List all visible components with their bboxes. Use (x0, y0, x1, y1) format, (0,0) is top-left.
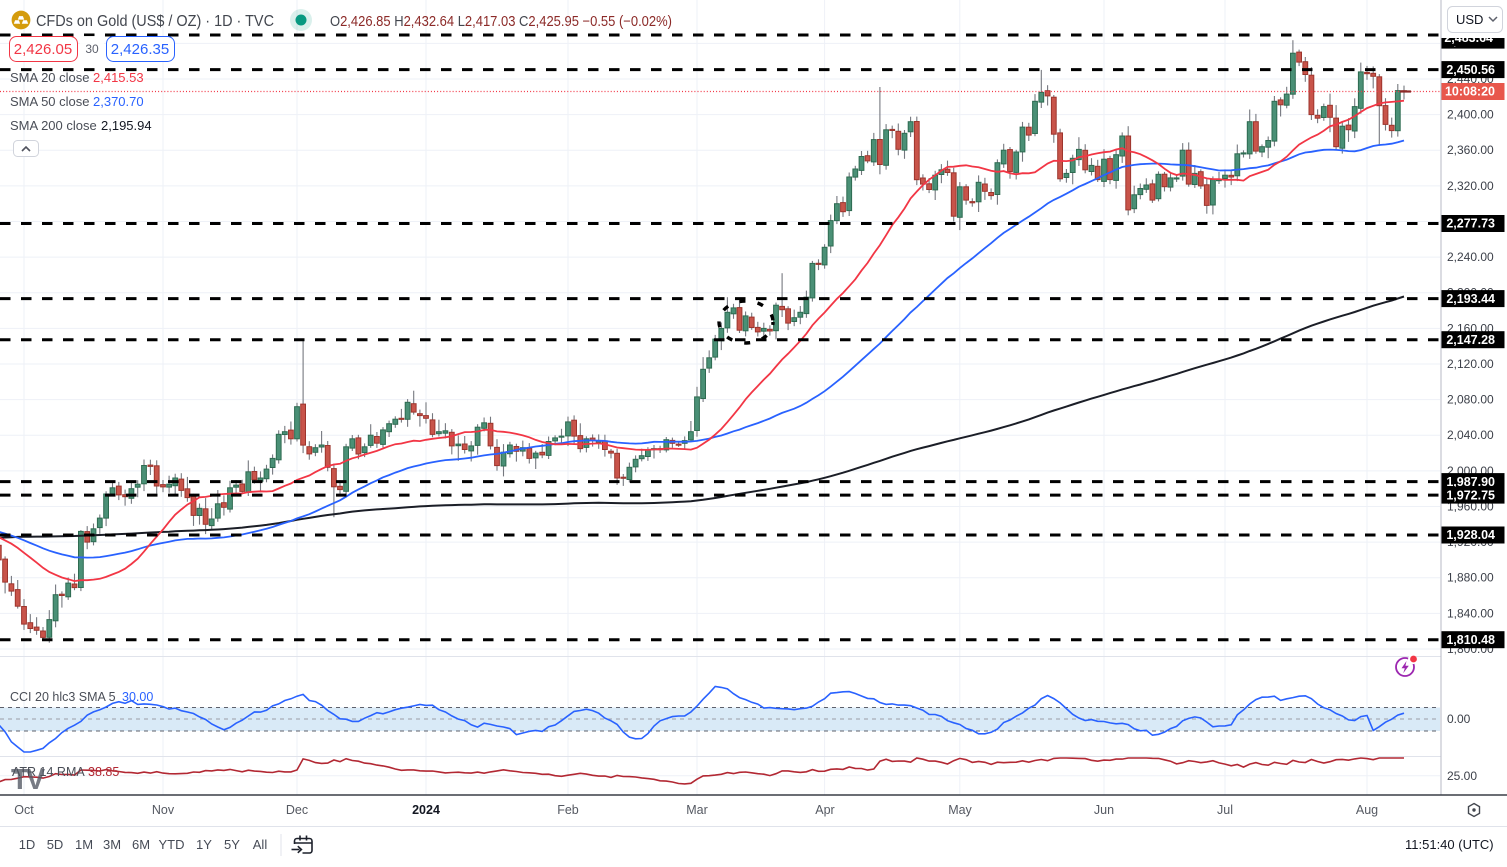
svg-text:2,120.00: 2,120.00 (1447, 357, 1494, 371)
svg-text:2,320.00: 2,320.00 (1447, 179, 1494, 193)
svg-text:30: 30 (85, 42, 99, 56)
svg-text:Aug: Aug (1356, 803, 1378, 817)
svg-text:2,240.00: 2,240.00 (1447, 250, 1494, 264)
svg-text:Apr: Apr (815, 803, 834, 817)
svg-text:2,400.00: 2,400.00 (1447, 108, 1494, 122)
svg-text:Feb: Feb (557, 803, 579, 817)
svg-text:2024: 2024 (412, 803, 440, 817)
svg-text:Oct: Oct (14, 803, 34, 817)
svg-text:O2,426.85 H2,432.64 L2,417.03: O2,426.85 H2,432.64 L2,417.03 C2,425.95 … (330, 14, 672, 30)
svg-text:38.85: 38.85 (88, 765, 119, 779)
svg-text:2,426.05: 2,426.05 (14, 41, 72, 58)
svg-text:2,360.00: 2,360.00 (1447, 143, 1494, 157)
svg-text:30.00: 30.00 (122, 690, 153, 704)
svg-text:1,928.04: 1,928.04 (1446, 528, 1495, 542)
svg-text:2,370.70: 2,370.70 (93, 94, 144, 109)
svg-text:0.00: 0.00 (1447, 712, 1471, 726)
svg-text:2,147.28: 2,147.28 (1446, 333, 1495, 347)
svg-text:25.00: 25.00 (1447, 769, 1477, 783)
svg-text:2,040.00: 2,040.00 (1447, 428, 1494, 442)
svg-text:May: May (948, 803, 972, 817)
svg-text:Nov: Nov (152, 803, 175, 817)
svg-text:2,195.94: 2,195.94 (101, 118, 152, 133)
svg-text:3M: 3M (103, 837, 121, 852)
svg-text:1M: 1M (75, 837, 93, 852)
svg-text:CCI 20 hlc3 SMA 5: CCI 20 hlc3 SMA 5 (10, 690, 116, 704)
svg-text:SMA 200 close: SMA 200 close (10, 118, 97, 133)
svg-text:SMA 20 close: SMA 20 close (10, 70, 90, 85)
svg-text:2,193.44: 2,193.44 (1446, 292, 1495, 306)
svg-text:USD: USD (1456, 12, 1483, 27)
svg-text:5D: 5D (47, 837, 64, 852)
svg-text:5Y: 5Y (224, 837, 240, 852)
svg-text:2,080.00: 2,080.00 (1447, 393, 1494, 407)
svg-text:Mar: Mar (686, 803, 708, 817)
svg-text:1,880.00: 1,880.00 (1447, 571, 1494, 585)
svg-text:1,810.48: 1,810.48 (1446, 633, 1495, 647)
svg-text:CFDs on Gold (US$ / OZ) · 1D ·: CFDs on Gold (US$ / OZ) · 1D · TVC (36, 13, 274, 30)
svg-text:2,426.35: 2,426.35 (111, 41, 169, 58)
svg-text:2,415.53: 2,415.53 (93, 70, 144, 85)
svg-text:2,277.73: 2,277.73 (1446, 217, 1495, 231)
svg-text:11:51:40 (UTC): 11:51:40 (UTC) (1405, 837, 1494, 852)
svg-text:6M: 6M (132, 837, 150, 852)
svg-text:2,450.56: 2,450.56 (1446, 63, 1495, 77)
svg-text:YTD: YTD (159, 837, 185, 852)
svg-text:1Y: 1Y (196, 837, 212, 852)
svg-text:Jul: Jul (1217, 803, 1233, 817)
svg-text:Dec: Dec (286, 803, 308, 817)
svg-text:Jun: Jun (1094, 803, 1114, 817)
svg-text:1D: 1D (19, 837, 36, 852)
svg-text:SMA 50 close: SMA 50 close (10, 94, 90, 109)
svg-text:All: All (253, 837, 268, 852)
svg-text:10:08:20: 10:08:20 (1445, 85, 1495, 99)
svg-text:1,972.75: 1,972.75 (1446, 488, 1495, 502)
svg-text:ATR 14 RMA: ATR 14 RMA (12, 765, 85, 779)
svg-text:1,840.00: 1,840.00 (1447, 606, 1494, 620)
